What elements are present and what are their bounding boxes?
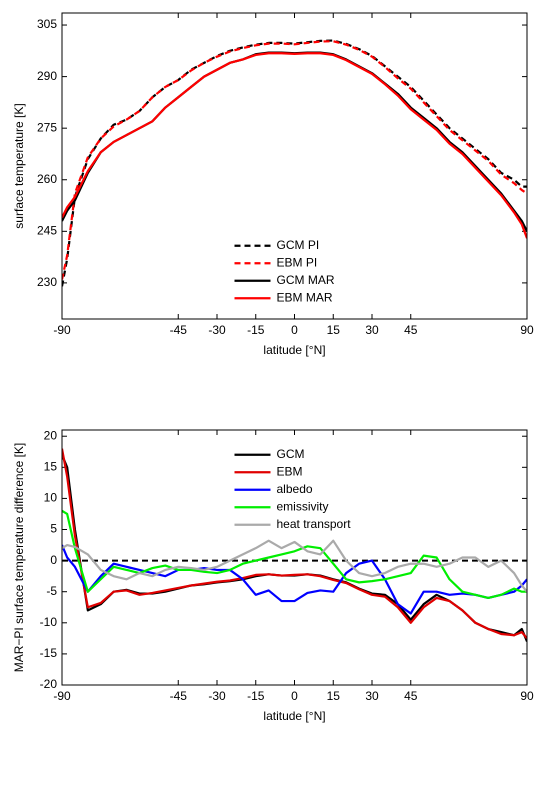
axes: -90 -45 -30 -15 0 15 30 45 90 -20 -15 -10 -5 0 5 10 15 20…: [12, 428, 534, 723]
x-tick-label: 0: [291, 323, 298, 337]
plot-lines: [62, 39, 527, 287]
y-tick-label: 290: [37, 69, 57, 83]
y-tick-label: 15: [44, 459, 58, 473]
legend-label: GCM: [277, 447, 305, 461]
axes-frame: [61, 429, 528, 686]
series-line: [62, 40, 527, 280]
legend-label: heat transport: [277, 517, 352, 531]
series-line: [62, 544, 527, 615]
y-axis-label: surface temperature [K]: [12, 103, 26, 228]
x-tick-label: -45: [170, 323, 188, 337]
x-tick-label: -15: [247, 323, 265, 337]
plot-area: [62, 13, 527, 319]
axes: -90 -45 -30 -15 0 15 30 45 90 230 245 260 275 290 305 l…: [12, 12, 534, 357]
legend-label: emissivity: [277, 499, 329, 513]
y-tick-label: 5: [50, 522, 57, 536]
x-axis-label: latitude [°N]: [263, 343, 325, 357]
y-tick-label: 305: [37, 17, 57, 31]
x-tick-label: 45: [404, 323, 418, 337]
x-tick-label: 15: [327, 323, 341, 337]
x-tick-label: 15: [327, 689, 341, 703]
y-tick-label: 245: [37, 223, 57, 237]
legend-label: EBM: [277, 464, 303, 478]
y-axis-label: MAR−PI surface temperature difference [K…: [12, 443, 26, 673]
legend-label: albedo: [277, 482, 313, 496]
x-tick-label: 90: [520, 323, 534, 337]
x-axis-label: latitude [°N]: [263, 709, 325, 723]
series-line: [62, 448, 527, 640]
legend-label: GCM PI: [277, 238, 320, 252]
y-tick-label: -5: [46, 584, 57, 598]
plot-area: [62, 430, 527, 685]
x-tick-label: -45: [170, 689, 188, 703]
series-line: [62, 539, 527, 593]
x-tick-label: 30: [365, 689, 379, 703]
y-tick-label: 10: [44, 491, 58, 505]
axes-frame: [61, 12, 528, 320]
y-tick-label: -20: [40, 677, 58, 691]
x-tick-label: 45: [404, 689, 418, 703]
legend-label: GCM MAR: [277, 273, 335, 287]
x-tick-label: 90: [520, 689, 534, 703]
y-tick-label: 20: [44, 428, 58, 442]
y-tick-label: -10: [40, 615, 58, 629]
y-tick-label: 275: [37, 120, 57, 134]
y-tick-label: 260: [37, 172, 57, 186]
legend-label: EBM MAR: [277, 290, 333, 304]
legend-label: EBM PI: [277, 255, 318, 269]
y-tick-label: 230: [37, 275, 57, 289]
x-tick-label: -15: [247, 689, 265, 703]
x-tick-label: -90: [53, 689, 71, 703]
x-tick-label: -90: [53, 323, 71, 337]
x-tick-label: -30: [208, 689, 226, 703]
x-tick-label: 0: [291, 689, 298, 703]
y-tick-label: -15: [40, 646, 58, 660]
x-tick-label: -30: [208, 323, 226, 337]
series-line: [62, 52, 527, 239]
plot-lines: [62, 448, 527, 642]
y-tick-label: 0: [50, 553, 57, 567]
x-tick-label: 30: [365, 323, 379, 337]
series-line: [62, 509, 527, 600]
